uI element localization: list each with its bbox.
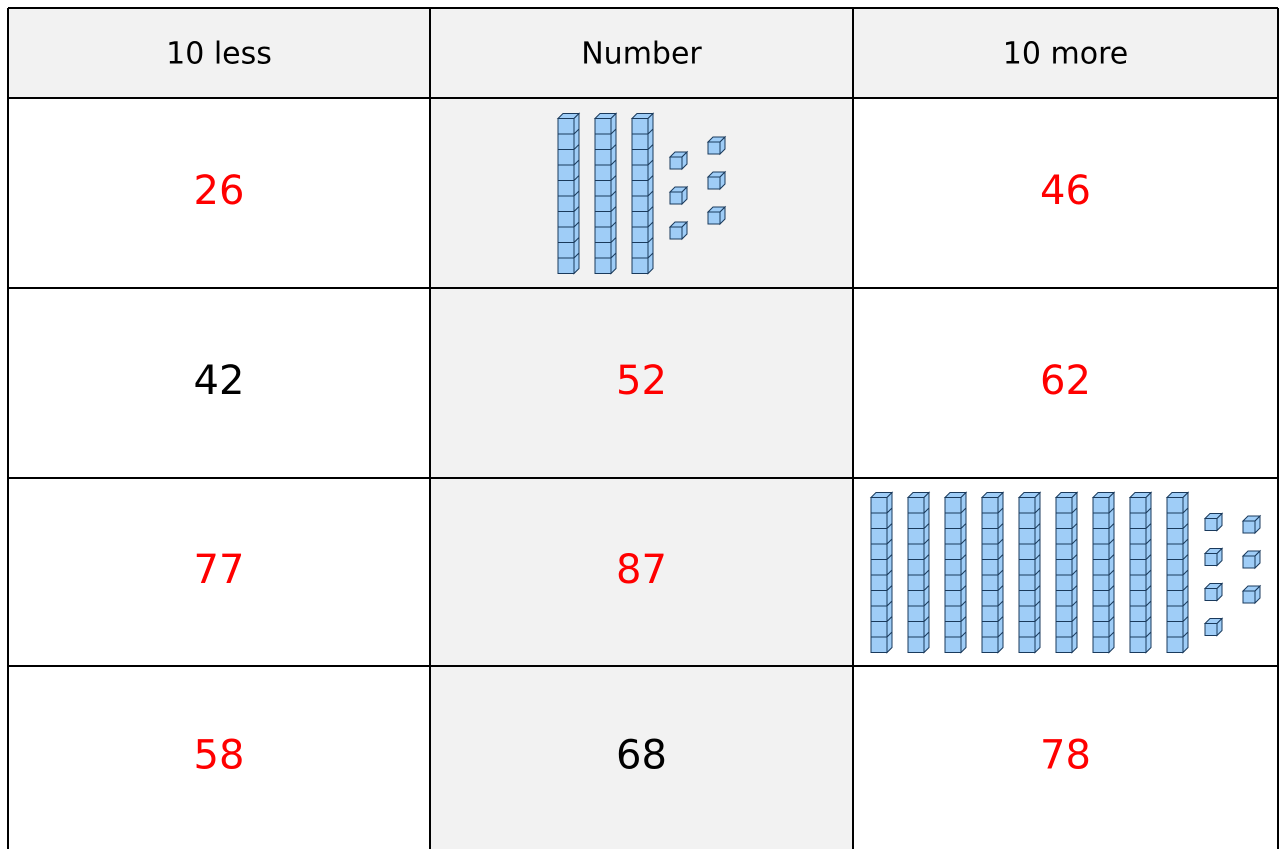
cube-face bbox=[1243, 521, 1255, 533]
cube-face bbox=[708, 212, 720, 224]
cube-face bbox=[1243, 556, 1255, 568]
header-cell: 10 more bbox=[1003, 37, 1128, 72]
cube-face bbox=[1243, 591, 1255, 603]
cell-value: 42 bbox=[194, 358, 245, 404]
cell-value: 77 bbox=[194, 547, 245, 593]
header-cell: Number bbox=[581, 37, 702, 72]
cell-value: 46 bbox=[1040, 168, 1091, 214]
cell-value: 68 bbox=[616, 733, 667, 779]
table: 10 less Number 10 more 26 46 42 52 62 77 87 58 68 78 bbox=[0, 0, 1283, 849]
cube-face bbox=[670, 227, 682, 239]
cube-face bbox=[708, 142, 720, 154]
base-ten-blocks bbox=[871, 493, 1260, 653]
cell-value: 62 bbox=[1040, 358, 1091, 404]
cube-face bbox=[1205, 589, 1217, 601]
cube-face bbox=[670, 192, 682, 204]
cell-value: 52 bbox=[616, 358, 667, 404]
cell-value: 87 bbox=[616, 547, 667, 593]
header-cell: 10 less bbox=[166, 37, 272, 72]
cube-face bbox=[1205, 554, 1217, 566]
cell-value: 58 bbox=[194, 733, 245, 779]
cell-value: 78 bbox=[1040, 733, 1091, 779]
cube-face bbox=[670, 157, 682, 169]
cube-face bbox=[708, 177, 720, 189]
cube-face bbox=[1205, 519, 1217, 531]
cell-value: 26 bbox=[194, 168, 245, 214]
cube-face bbox=[1205, 624, 1217, 636]
